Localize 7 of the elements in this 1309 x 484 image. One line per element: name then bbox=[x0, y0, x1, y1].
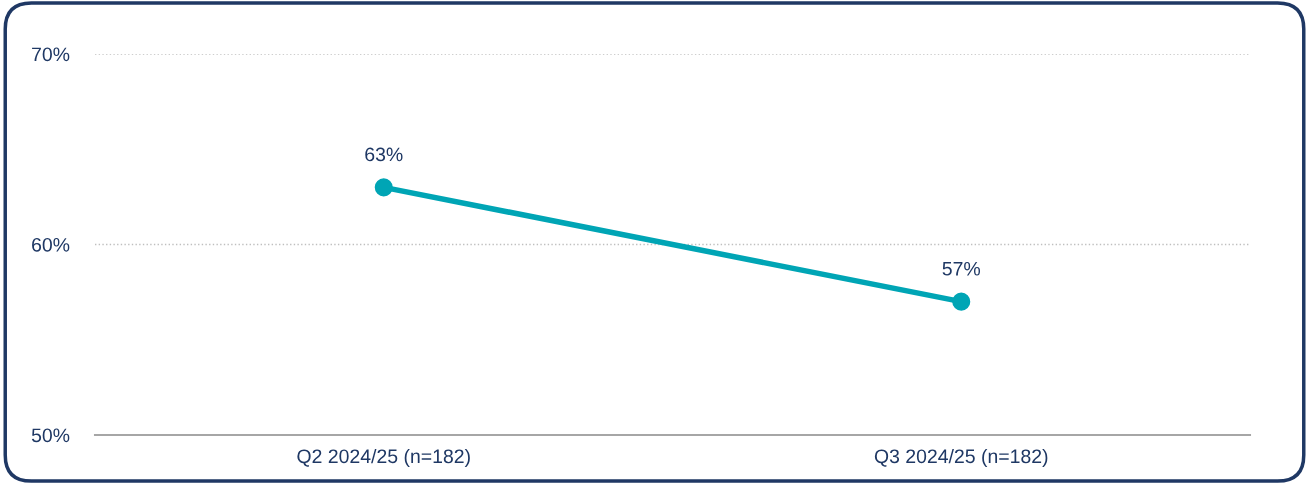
y-tick-label: 70% bbox=[32, 47, 70, 62]
y-tick-label: 50% bbox=[31, 428, 70, 443]
y-tick-label: 60% bbox=[32, 237, 70, 252]
data-label: 57% bbox=[942, 261, 981, 276]
data-label: 63% bbox=[365, 147, 403, 162]
x-tick-label: Q2 2024/25 (n=182) bbox=[297, 448, 470, 468]
x-tick-label: Q3 2024/25 (n=182) bbox=[874, 448, 1048, 468]
